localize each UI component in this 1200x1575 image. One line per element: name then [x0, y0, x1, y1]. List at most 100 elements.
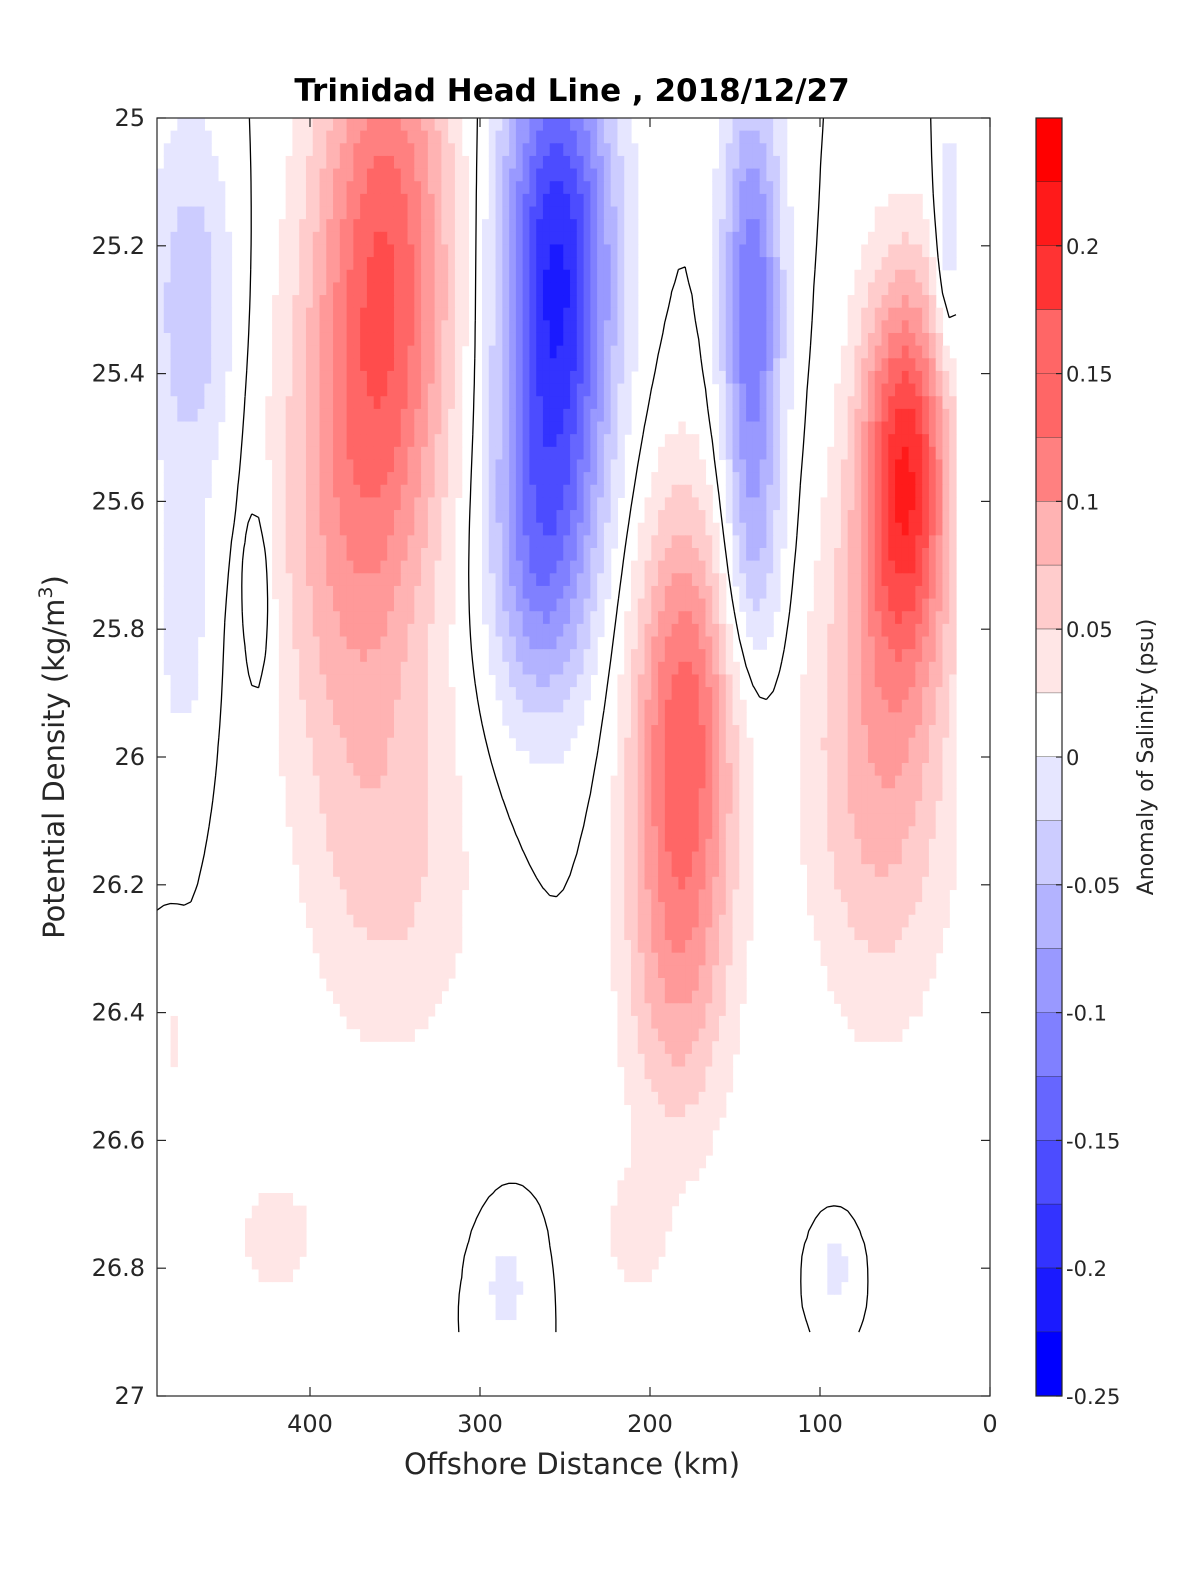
contour-cell [610, 282, 619, 296]
contour-cell [285, 370, 294, 385]
contour-cell [177, 383, 185, 397]
contour-cell [928, 497, 937, 511]
contour-cell [217, 219, 226, 233]
contour-cell [441, 623, 449, 638]
contour-cell [536, 181, 544, 195]
contour-cell [685, 750, 693, 764]
contour-cell [637, 547, 646, 562]
contour-cell [427, 320, 436, 334]
contour-cell [400, 585, 409, 600]
contour-cell [671, 547, 679, 562]
contour-cell [339, 611, 348, 625]
contour-cell [339, 320, 348, 334]
contour-cell [624, 661, 632, 676]
contour-cell [366, 775, 375, 789]
contour-cell [353, 598, 361, 612]
contour-cell [637, 775, 646, 789]
contour-cell [874, 383, 883, 397]
contour-cell [603, 547, 612, 562]
contour-cell [597, 547, 605, 562]
contour-cell [393, 775, 402, 789]
contour-cell [163, 497, 172, 511]
contour-cell [502, 383, 510, 397]
contour-cell [190, 510, 199, 524]
contour-cell [928, 358, 937, 372]
contour-cell [400, 408, 409, 423]
contour-cell [393, 472, 402, 486]
contour-cell [942, 826, 950, 840]
contour-cell [292, 725, 300, 739]
contour-cell [414, 826, 422, 840]
contour-cell [360, 547, 368, 562]
contour-cell [928, 838, 937, 853]
contour-cell [827, 725, 835, 739]
contour-cell [157, 421, 165, 435]
contour-cell [549, 472, 558, 486]
contour-cell [766, 510, 774, 524]
contour-cell [712, 269, 720, 284]
contour-cell [421, 307, 429, 321]
contour-cell [515, 295, 524, 309]
contour-cell [272, 497, 280, 511]
contour-cell [346, 775, 354, 789]
contour-cell [312, 434, 321, 448]
contour-cell [840, 510, 849, 524]
contour-cell [197, 434, 205, 448]
contour-cell [434, 813, 442, 827]
contour-cell [407, 598, 415, 612]
contour-cell [536, 598, 544, 612]
contour-cell [881, 522, 889, 536]
contour-cell [305, 598, 314, 612]
contour-cell [312, 118, 321, 132]
contour-cell [563, 535, 571, 549]
contour-cell [820, 813, 828, 827]
contour-cell [326, 535, 334, 549]
contour-cell [373, 547, 382, 562]
contour-cell [630, 636, 639, 650]
contour-cell [637, 560, 646, 574]
contour-cell [881, 788, 889, 802]
contour-cell [644, 737, 652, 751]
contour-cell [536, 661, 544, 676]
contour-cell [610, 358, 619, 372]
contour-cell [305, 712, 314, 726]
contour-cell [346, 345, 354, 359]
contour-cell [292, 522, 300, 536]
contour-cell [421, 358, 429, 372]
contour-cell [901, 307, 910, 321]
contour-cell [813, 788, 822, 802]
contour-cell [380, 851, 388, 865]
contour-cell [908, 699, 916, 714]
contour-cell [928, 446, 937, 461]
contour-cell [583, 472, 591, 486]
contour-cell [339, 649, 348, 663]
contour-cell [949, 725, 957, 739]
contour-cell [536, 143, 544, 157]
contour-cell [461, 181, 470, 195]
contour-cell [847, 826, 856, 840]
contour-cell [360, 472, 368, 486]
contour-cell [664, 661, 673, 676]
contour-cell [881, 762, 889, 777]
contour-cell [637, 826, 646, 840]
contour-cell [854, 775, 862, 789]
contour-cell [319, 231, 327, 246]
contour-cell [326, 762, 334, 777]
contour-cell [346, 712, 354, 726]
contour-cell [197, 459, 205, 473]
contour-cell [739, 813, 747, 827]
contour-cell [427, 788, 436, 802]
contour-cell [644, 522, 652, 536]
contour-cell [590, 295, 598, 309]
contour-cell [901, 762, 910, 777]
contour-cell [542, 497, 551, 511]
contour-cell [190, 168, 199, 182]
contour-cell [434, 699, 442, 714]
contour-cell [827, 800, 835, 815]
contour-cell [366, 535, 375, 549]
contour-cell [366, 370, 375, 385]
contour-cell [746, 838, 754, 853]
contour-cell [360, 434, 368, 448]
contour-cell [813, 725, 822, 739]
contour-cell [807, 661, 815, 676]
